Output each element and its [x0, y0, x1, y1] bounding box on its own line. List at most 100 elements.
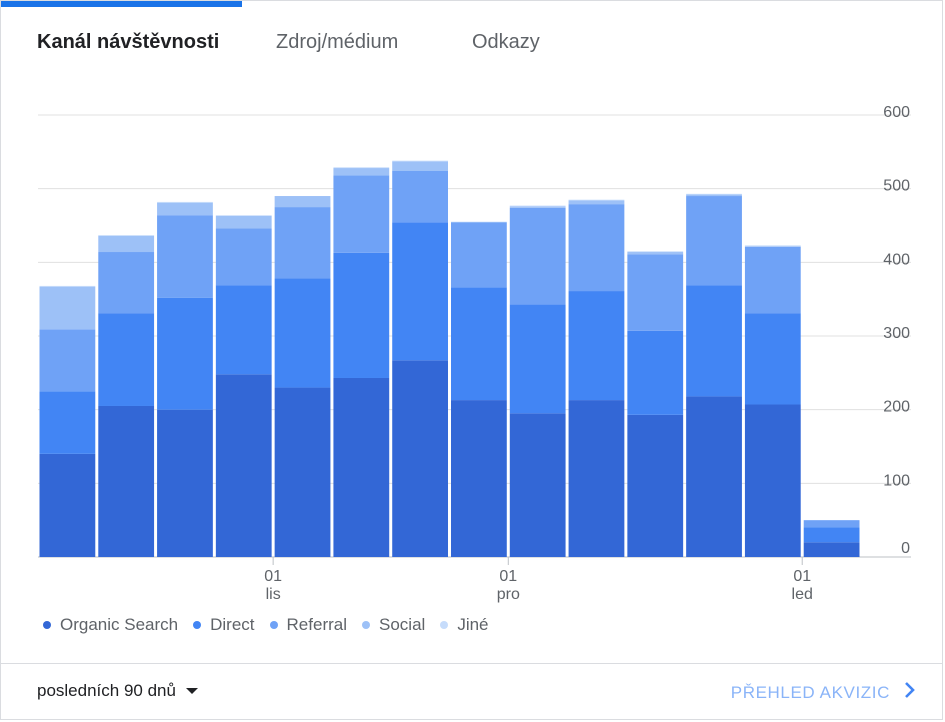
bar-segment-referral[interactable] — [157, 215, 213, 298]
bar-segment-direct[interactable] — [803, 527, 860, 543]
bar-segment-referral[interactable] — [215, 228, 272, 286]
bar-segment-social[interactable] — [568, 200, 625, 205]
acquisition-overview-link[interactable]: PŘEHLED AKVIZIC — [731, 681, 916, 704]
bar-segment-jiné[interactable] — [744, 245, 801, 247]
legend-item-social[interactable]: Social — [362, 615, 425, 635]
bar-segment-social[interactable] — [627, 252, 684, 255]
bar-segment-organic-search[interactable] — [568, 400, 625, 557]
date-range-dropdown[interactable]: posledních 90 dnů — [37, 681, 198, 701]
bar-segment-referral[interactable] — [803, 520, 860, 528]
bar-segment-organic-search[interactable] — [744, 404, 801, 557]
bar-segment-organic-search[interactable] — [803, 542, 860, 557]
tab-bar: Kanál návštěvnosti Zdroj/médium Odkazy — [1, 31, 942, 63]
bar-segment-direct[interactable] — [627, 330, 684, 415]
y-tick-label: 400 — [883, 251, 910, 268]
tab-referrals[interactable]: Odkazy — [472, 31, 540, 53]
bar-segment-jiné[interactable] — [509, 205, 566, 207]
bar-segment-social[interactable] — [215, 215, 272, 229]
chart-legend: Organic Search Direct Referral Social Ji… — [43, 613, 504, 637]
bar-segment-jiné[interactable] — [627, 251, 684, 253]
legend-dot — [440, 621, 449, 629]
legend-dot — [43, 621, 51, 629]
x-tick-day-label: 01 — [264, 568, 282, 585]
bar-segment-jiné[interactable] — [98, 235, 155, 236]
legend-item-referral[interactable]: Referral — [269, 615, 347, 635]
bar-segment-direct[interactable] — [686, 285, 742, 397]
bar-segment-direct[interactable] — [39, 391, 96, 454]
bar-segment-social[interactable] — [451, 221, 507, 223]
legend-dot — [269, 621, 278, 629]
bar-segment-jiné[interactable] — [157, 201, 213, 203]
bar-segment-organic-search[interactable] — [333, 377, 390, 557]
bar-segment-referral[interactable] — [686, 196, 742, 286]
bar-segment-referral[interactable] — [627, 254, 684, 331]
x-tick-day-label: 01 — [793, 568, 811, 585]
bar-segment-organic-search[interactable] — [509, 413, 566, 557]
y-tick-label: 600 — [883, 104, 910, 121]
bar-segment-direct[interactable] — [274, 278, 331, 388]
bar-segment-organic-search[interactable] — [39, 453, 96, 557]
bar-segment-referral[interactable] — [392, 170, 448, 223]
bar-segment-referral[interactable] — [451, 222, 507, 288]
bar-segment-jiné[interactable] — [215, 215, 272, 216]
legend-dot — [362, 621, 370, 629]
bar-segment-social[interactable] — [392, 161, 448, 171]
x-tick-day-label: 01 — [499, 568, 517, 585]
y-tick-label: 200 — [883, 399, 910, 416]
bar-segment-jiné[interactable] — [392, 160, 448, 162]
bar-segment-jiné[interactable] — [568, 199, 625, 201]
bar-segment-direct[interactable] — [568, 291, 625, 401]
footer-divider — [1, 663, 942, 664]
bar-segment-direct[interactable] — [215, 285, 272, 375]
bar-segment-social[interactable] — [333, 168, 390, 176]
bar-segment-social[interactable] — [686, 194, 742, 197]
bar-segment-organic-search[interactable] — [98, 405, 155, 557]
legend-label: Direct — [210, 615, 255, 634]
bar-segment-referral[interactable] — [98, 252, 155, 314]
acquisition-link-label: PŘEHLED AKVIZIC — [730, 682, 890, 702]
legend-item-direct[interactable]: Direct — [193, 615, 255, 635]
legend-label: Social — [379, 615, 426, 634]
bar-segment-social[interactable] — [274, 196, 331, 208]
bar-segment-referral[interactable] — [333, 175, 390, 253]
legend-label: Organic Search — [60, 615, 179, 634]
bar-segment-referral[interactable] — [744, 246, 801, 314]
bar-segment-social[interactable] — [509, 206, 566, 208]
bar-segment-social[interactable] — [744, 246, 801, 247]
bar-segment-direct[interactable] — [509, 304, 566, 414]
bar-segment-organic-search[interactable] — [627, 414, 684, 557]
bar-segment-organic-search[interactable] — [451, 400, 507, 557]
bar-segment-referral[interactable] — [39, 329, 96, 392]
bar-segment-social[interactable] — [39, 286, 96, 330]
bar-segment-referral[interactable] — [568, 204, 625, 292]
bar-segment-organic-search[interactable] — [157, 409, 213, 557]
bar-segment-organic-search[interactable] — [686, 396, 742, 557]
bar-segment-jiné[interactable] — [686, 193, 742, 195]
bar-segment-direct[interactable] — [744, 313, 801, 405]
legend-label: Jiné — [457, 615, 489, 634]
bar-segment-organic-search[interactable] — [215, 374, 272, 557]
x-tick-month-label: pro — [497, 586, 520, 603]
bar-segment-direct[interactable] — [451, 287, 507, 401]
active-tab-indicator — [1, 1, 242, 7]
x-tick-month-label: led — [792, 586, 813, 603]
bar-segment-direct[interactable] — [98, 313, 155, 406]
bar-segment-referral[interactable] — [509, 207, 566, 305]
tab-source-medium[interactable]: Zdroj/médium — [276, 31, 399, 53]
date-range-label: posledních 90 dnů — [37, 681, 176, 700]
bar-segment-organic-search[interactable] — [274, 387, 331, 557]
bar-segment-referral[interactable] — [274, 207, 331, 279]
bar-segment-jiné[interactable] — [39, 285, 96, 287]
bar-segment-direct[interactable] — [333, 252, 390, 378]
legend-item-other[interactable]: Jiné — [440, 615, 489, 635]
bar-segment-social[interactable] — [98, 235, 155, 253]
bar-segment-social[interactable] — [157, 202, 213, 216]
bar-segment-direct[interactable] — [157, 297, 213, 410]
bar-segment-organic-search[interactable] — [392, 360, 448, 557]
bar-segment-direct[interactable] — [392, 222, 448, 361]
bar-segment-jiné[interactable] — [333, 167, 390, 169]
tab-traffic-channel[interactable]: Kanál návštěvnosti — [37, 31, 220, 53]
chevron-right-icon — [904, 681, 916, 704]
legend-item-organic-search[interactable]: Organic Search — [43, 615, 178, 635]
